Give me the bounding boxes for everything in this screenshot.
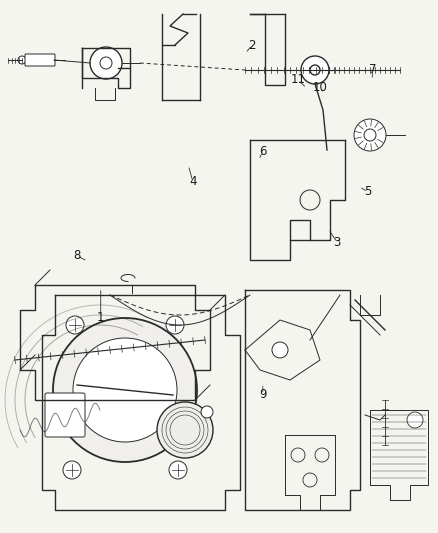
Circle shape	[301, 56, 329, 84]
Circle shape	[53, 318, 197, 462]
Circle shape	[354, 119, 386, 151]
Circle shape	[166, 316, 184, 334]
Text: 6: 6	[259, 146, 267, 158]
FancyBboxPatch shape	[45, 393, 85, 437]
Text: 3: 3	[334, 236, 341, 249]
Circle shape	[66, 316, 84, 334]
Text: 10: 10	[312, 82, 327, 94]
Circle shape	[201, 406, 213, 418]
Text: 11: 11	[290, 74, 305, 86]
Circle shape	[63, 461, 81, 479]
Circle shape	[90, 47, 122, 79]
Circle shape	[169, 461, 187, 479]
Circle shape	[272, 342, 288, 358]
FancyBboxPatch shape	[25, 54, 55, 66]
Text: 1: 1	[97, 311, 105, 324]
Circle shape	[84, 324, 136, 376]
Circle shape	[407, 412, 423, 428]
Circle shape	[100, 340, 120, 360]
Circle shape	[73, 338, 177, 442]
Text: 8: 8	[73, 249, 80, 262]
Circle shape	[364, 129, 376, 141]
Text: 5: 5	[364, 185, 371, 198]
Circle shape	[310, 65, 320, 75]
Circle shape	[100, 57, 112, 69]
Text: 9: 9	[259, 388, 267, 401]
Text: 7: 7	[368, 63, 376, 76]
Circle shape	[157, 402, 213, 458]
Circle shape	[18, 56, 26, 64]
Text: 4: 4	[189, 175, 197, 188]
Text: 2: 2	[248, 39, 256, 52]
